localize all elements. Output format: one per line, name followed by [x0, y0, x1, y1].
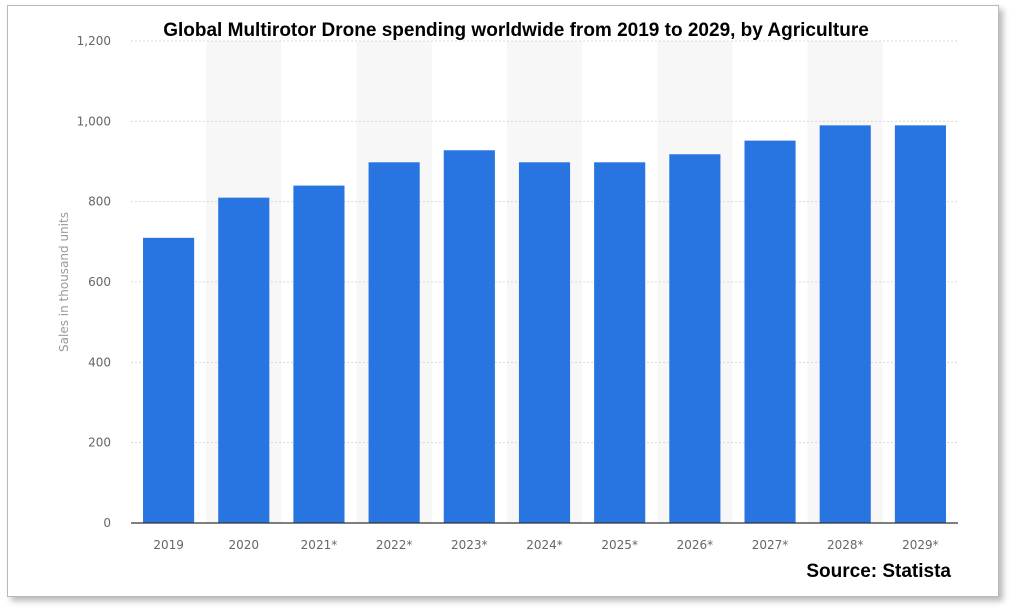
chart-title: Global Multirotor Drone spending worldwi…: [163, 20, 869, 41]
x-tick-label: 2023*: [451, 538, 488, 552]
bar: [218, 197, 270, 523]
y-tick-label: 400: [88, 355, 111, 369]
y-tick-label: 1,200: [77, 34, 111, 48]
y-tick-labels: 0 200 400 600 800 1,000 1,200: [77, 34, 111, 530]
x-tick-label: 2024*: [526, 538, 563, 552]
x-tick-label: 2028*: [827, 538, 864, 552]
bar: [594, 162, 646, 523]
x-tick-labels: 2019 2020 2021* 2022* 2023* 2024* 2025* 2026* 20…: [153, 538, 938, 552]
bar: [143, 237, 195, 524]
bar: [669, 154, 721, 523]
y-axis-label: Sales in thousand units: [57, 212, 71, 352]
bar: [819, 125, 871, 523]
y-tick-label: 800: [88, 195, 111, 209]
x-tick-label: 2021*: [301, 538, 338, 552]
y-tick-label: 0: [103, 516, 111, 530]
y-tick-label: 1,000: [77, 114, 111, 128]
bar: [368, 162, 420, 523]
x-tick-label: 2027*: [752, 538, 789, 552]
bar: [518, 162, 571, 523]
x-tick-label: 2025*: [601, 538, 638, 552]
x-tick-label: 2020: [228, 538, 259, 552]
y-tick-label: 600: [88, 275, 111, 289]
y-tick-label: 200: [88, 436, 111, 450]
x-tick-label: 2019: [153, 538, 184, 552]
bar: [744, 140, 796, 523]
x-tick-label: 2022*: [376, 538, 413, 552]
bars: [143, 125, 946, 524]
x-tick-label: 2026*: [677, 538, 714, 552]
bar: [894, 125, 946, 523]
bar: [443, 150, 495, 523]
source-label: Source: Statista: [806, 561, 951, 582]
bar: [293, 185, 345, 523]
x-tick-label: 2029*: [902, 538, 939, 552]
